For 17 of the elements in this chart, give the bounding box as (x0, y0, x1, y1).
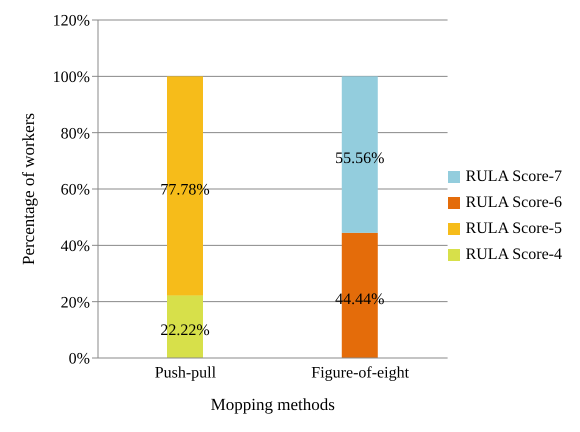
y-tick-label: 100% (52, 69, 90, 86)
y-tick-label: 40% (60, 238, 90, 256)
legend-label: RULA Score-7 (466, 168, 562, 186)
y-tick-label: 80% (60, 125, 90, 142)
legend-label: RULA Score-4 (466, 246, 562, 264)
x-tick-label: Push-pull (154, 364, 217, 382)
data-label: 55.56% (335, 150, 384, 168)
legend-label: RULA Score-6 (466, 194, 562, 212)
y-tick-label: 0% (68, 350, 90, 368)
y-tick-label: 20% (60, 294, 90, 312)
y-tick-label: 60% (60, 182, 90, 199)
x-axis-title: Mopping methods (210, 395, 335, 414)
x-tick-label: Figure-of-eight (311, 364, 410, 382)
y-tick-label: 120% (52, 12, 90, 30)
legend-label: RULA Score-5 (466, 220, 562, 238)
y-axis-title: Percentage of workers (19, 113, 38, 265)
data-label: 77.78% (160, 181, 210, 198)
